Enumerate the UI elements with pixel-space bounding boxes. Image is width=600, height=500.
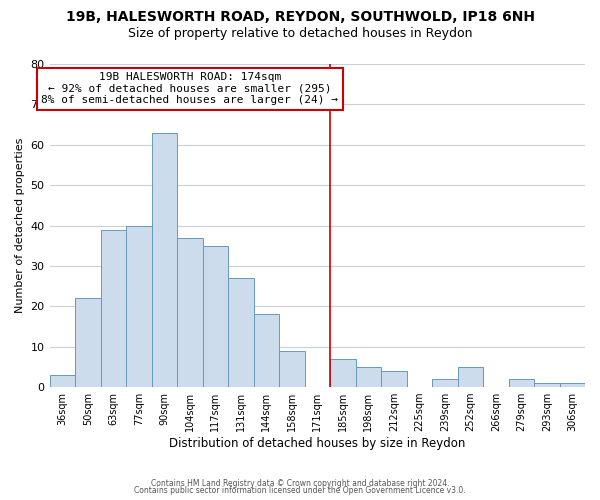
Bar <box>560 383 585 387</box>
Bar <box>254 314 279 387</box>
Bar <box>279 350 305 387</box>
Bar <box>50 375 75 387</box>
Bar <box>126 226 152 387</box>
Bar <box>356 367 381 387</box>
Text: Contains public sector information licensed under the Open Government Licence v3: Contains public sector information licen… <box>134 486 466 495</box>
Text: Size of property relative to detached houses in Reydon: Size of property relative to detached ho… <box>128 28 472 40</box>
Bar <box>330 359 356 387</box>
Bar <box>381 371 407 387</box>
Bar <box>228 278 254 387</box>
Bar <box>101 230 126 387</box>
X-axis label: Distribution of detached houses by size in Reydon: Distribution of detached houses by size … <box>169 437 466 450</box>
Text: Contains HM Land Registry data © Crown copyright and database right 2024.: Contains HM Land Registry data © Crown c… <box>151 478 449 488</box>
Bar <box>432 379 458 387</box>
Bar <box>458 367 483 387</box>
Text: 19B, HALESWORTH ROAD, REYDON, SOUTHWOLD, IP18 6NH: 19B, HALESWORTH ROAD, REYDON, SOUTHWOLD,… <box>65 10 535 24</box>
Bar <box>75 298 101 387</box>
Bar <box>534 383 560 387</box>
Bar <box>203 246 228 387</box>
Bar <box>509 379 534 387</box>
Bar <box>177 238 203 387</box>
Text: 19B HALESWORTH ROAD: 174sqm
← 92% of detached houses are smaller (295)
8% of sem: 19B HALESWORTH ROAD: 174sqm ← 92% of det… <box>41 72 338 106</box>
Y-axis label: Number of detached properties: Number of detached properties <box>15 138 25 313</box>
Bar <box>152 132 177 387</box>
